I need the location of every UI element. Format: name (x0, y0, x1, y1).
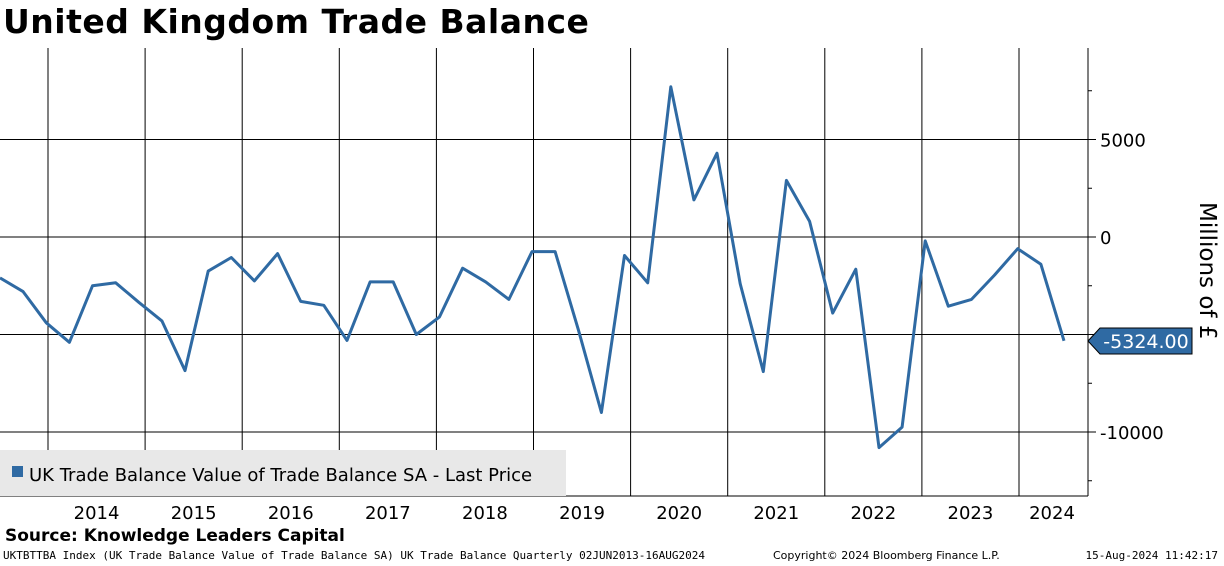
footer-timestamp: 15-Aug-2024 11:42:17 (1085, 549, 1218, 562)
y-tick-label: 5000 (1100, 131, 1146, 152)
source-note: Source: Knowledge Leaders Capital (5, 526, 345, 546)
x-tick-label: 2016 (268, 503, 314, 524)
x-tick-label: 2024 (1029, 503, 1075, 524)
x-tick-label: 2023 (948, 503, 994, 524)
series-line-uk-trade-balance (0, 85, 1066, 450)
x-tick-label: 2018 (462, 503, 508, 524)
y-axis-label: Millions of £ (1194, 202, 1220, 339)
legend-label: UK Trade Balance Value of Trade Balance … (29, 465, 532, 486)
footer-ticker-description: UKTBTTBA Index (UK Trade Balance Value o… (3, 549, 705, 562)
last-value-tag (1087, 327, 1193, 355)
y-tick-label: -10000 (1100, 423, 1164, 444)
x-tick-label: 2019 (559, 503, 605, 524)
chart-title: United Kingdom Trade Balance (3, 2, 590, 41)
x-tick-label: 2017 (365, 503, 411, 524)
x-tick-label: 2021 (753, 503, 799, 524)
x-tick-label: 2014 (74, 503, 120, 524)
legend-box (0, 450, 566, 496)
x-tick-label: 2020 (656, 503, 702, 524)
x-tick-label: 2015 (171, 503, 217, 524)
x-tick-label: 2022 (850, 503, 896, 524)
footer-copyright: Copyright© 2024 Bloomberg Finance L.P. (773, 549, 1000, 562)
y-tick-label: 0 (1100, 228, 1111, 249)
legend-swatch (12, 466, 23, 477)
last-value-label: -5324.00 (1103, 331, 1188, 353)
